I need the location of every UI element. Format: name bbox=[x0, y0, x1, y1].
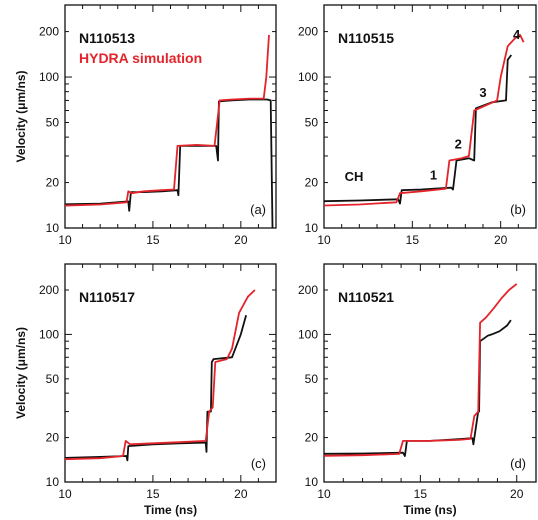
panel-letter: (b) bbox=[510, 202, 526, 217]
shot-label: N110521 bbox=[338, 289, 394, 305]
measured-line bbox=[65, 98, 274, 228]
panel-b: 10 20 50 100 200 10 15 20 N110515 (b) CH 1 2 3 4 bbox=[298, 4, 537, 247]
y-tick-label: 100 bbox=[298, 70, 318, 84]
measured-line bbox=[324, 319, 512, 457]
y-tick-label: 100 bbox=[298, 327, 318, 341]
y-tick-label: 200 bbox=[39, 283, 59, 297]
y-tick-label: 200 bbox=[298, 283, 318, 297]
simulation-line bbox=[65, 34, 270, 207]
plot-frame bbox=[323, 263, 537, 483]
y-tick-label: 200 bbox=[39, 25, 59, 39]
y-tick-label: 50 bbox=[46, 115, 60, 129]
y-tick-label: 10 bbox=[46, 475, 60, 489]
step-annotation: CH bbox=[345, 169, 364, 184]
y-tick-label: 50 bbox=[305, 372, 319, 386]
step-annotation: 1 bbox=[430, 167, 437, 182]
y-tick-label: 20 bbox=[305, 431, 319, 445]
measured-line bbox=[65, 314, 247, 462]
x-tick-label: 15 bbox=[414, 487, 428, 501]
shot-label: N110517 bbox=[79, 289, 135, 305]
y-tick-label: 20 bbox=[46, 431, 60, 445]
shot-label: N110513 bbox=[79, 30, 135, 46]
y-tick-label: 50 bbox=[305, 115, 319, 129]
panel-letter: (d) bbox=[510, 456, 526, 471]
y-tick-label: 10 bbox=[46, 221, 60, 235]
x-tick-label: 15 bbox=[146, 233, 160, 247]
x-tick-label: 10 bbox=[58, 487, 72, 501]
x-axis-label: Time (ns) bbox=[403, 503, 456, 517]
y-axis-label: Velocity (μm/ns) bbox=[14, 327, 28, 419]
x-tick-label: 15 bbox=[406, 233, 420, 247]
simulation-line bbox=[65, 289, 256, 461]
y-tick-label: 100 bbox=[39, 327, 59, 341]
x-tick-label: 10 bbox=[317, 233, 331, 247]
panel-d: 10 20 50 100 200 10 15 20 N110521 (d) Time (ns) bbox=[298, 263, 537, 517]
y-tick-label: 200 bbox=[298, 25, 318, 39]
x-tick-label: 10 bbox=[58, 233, 72, 247]
simulation-line bbox=[324, 283, 518, 457]
y-tick-label: 20 bbox=[305, 176, 319, 190]
y-tick-label: 100 bbox=[39, 70, 59, 84]
x-tick-label: 20 bbox=[234, 487, 248, 501]
simulation-line bbox=[324, 34, 525, 207]
step-annotation: 3 bbox=[479, 85, 486, 100]
x-tick-label: 15 bbox=[146, 487, 160, 501]
y-tick-label: 20 bbox=[46, 176, 60, 190]
step-annotation: 2 bbox=[455, 137, 462, 152]
x-axis-label: Time (ns) bbox=[144, 503, 197, 517]
x-tick-label: 20 bbox=[510, 487, 524, 501]
step-annotation: 4 bbox=[513, 27, 521, 42]
panel-c: 10 20 50 100 200 10 15 20 N110517 (c) Velocity (μm… bbox=[14, 263, 277, 517]
x-tick-label: 10 bbox=[317, 487, 331, 501]
legend-label: HYDRA simulation bbox=[79, 50, 202, 66]
measured-line bbox=[324, 54, 513, 205]
x-tick-label: 20 bbox=[234, 233, 248, 247]
y-axis-label: Velocity (μm/ns) bbox=[14, 70, 28, 162]
shot-label: N110515 bbox=[338, 30, 394, 46]
panel-a: 10 20 50 100 200 10 15 20 N110513 HYDRA simulatio… bbox=[14, 4, 277, 247]
y-tick-label: 10 bbox=[305, 475, 319, 489]
panel-letter: (c) bbox=[251, 456, 266, 471]
panel-letter: (a) bbox=[250, 202, 266, 217]
y-tick-label: 10 bbox=[305, 221, 319, 235]
y-tick-label: 50 bbox=[46, 372, 60, 386]
x-tick-label: 20 bbox=[494, 233, 508, 247]
